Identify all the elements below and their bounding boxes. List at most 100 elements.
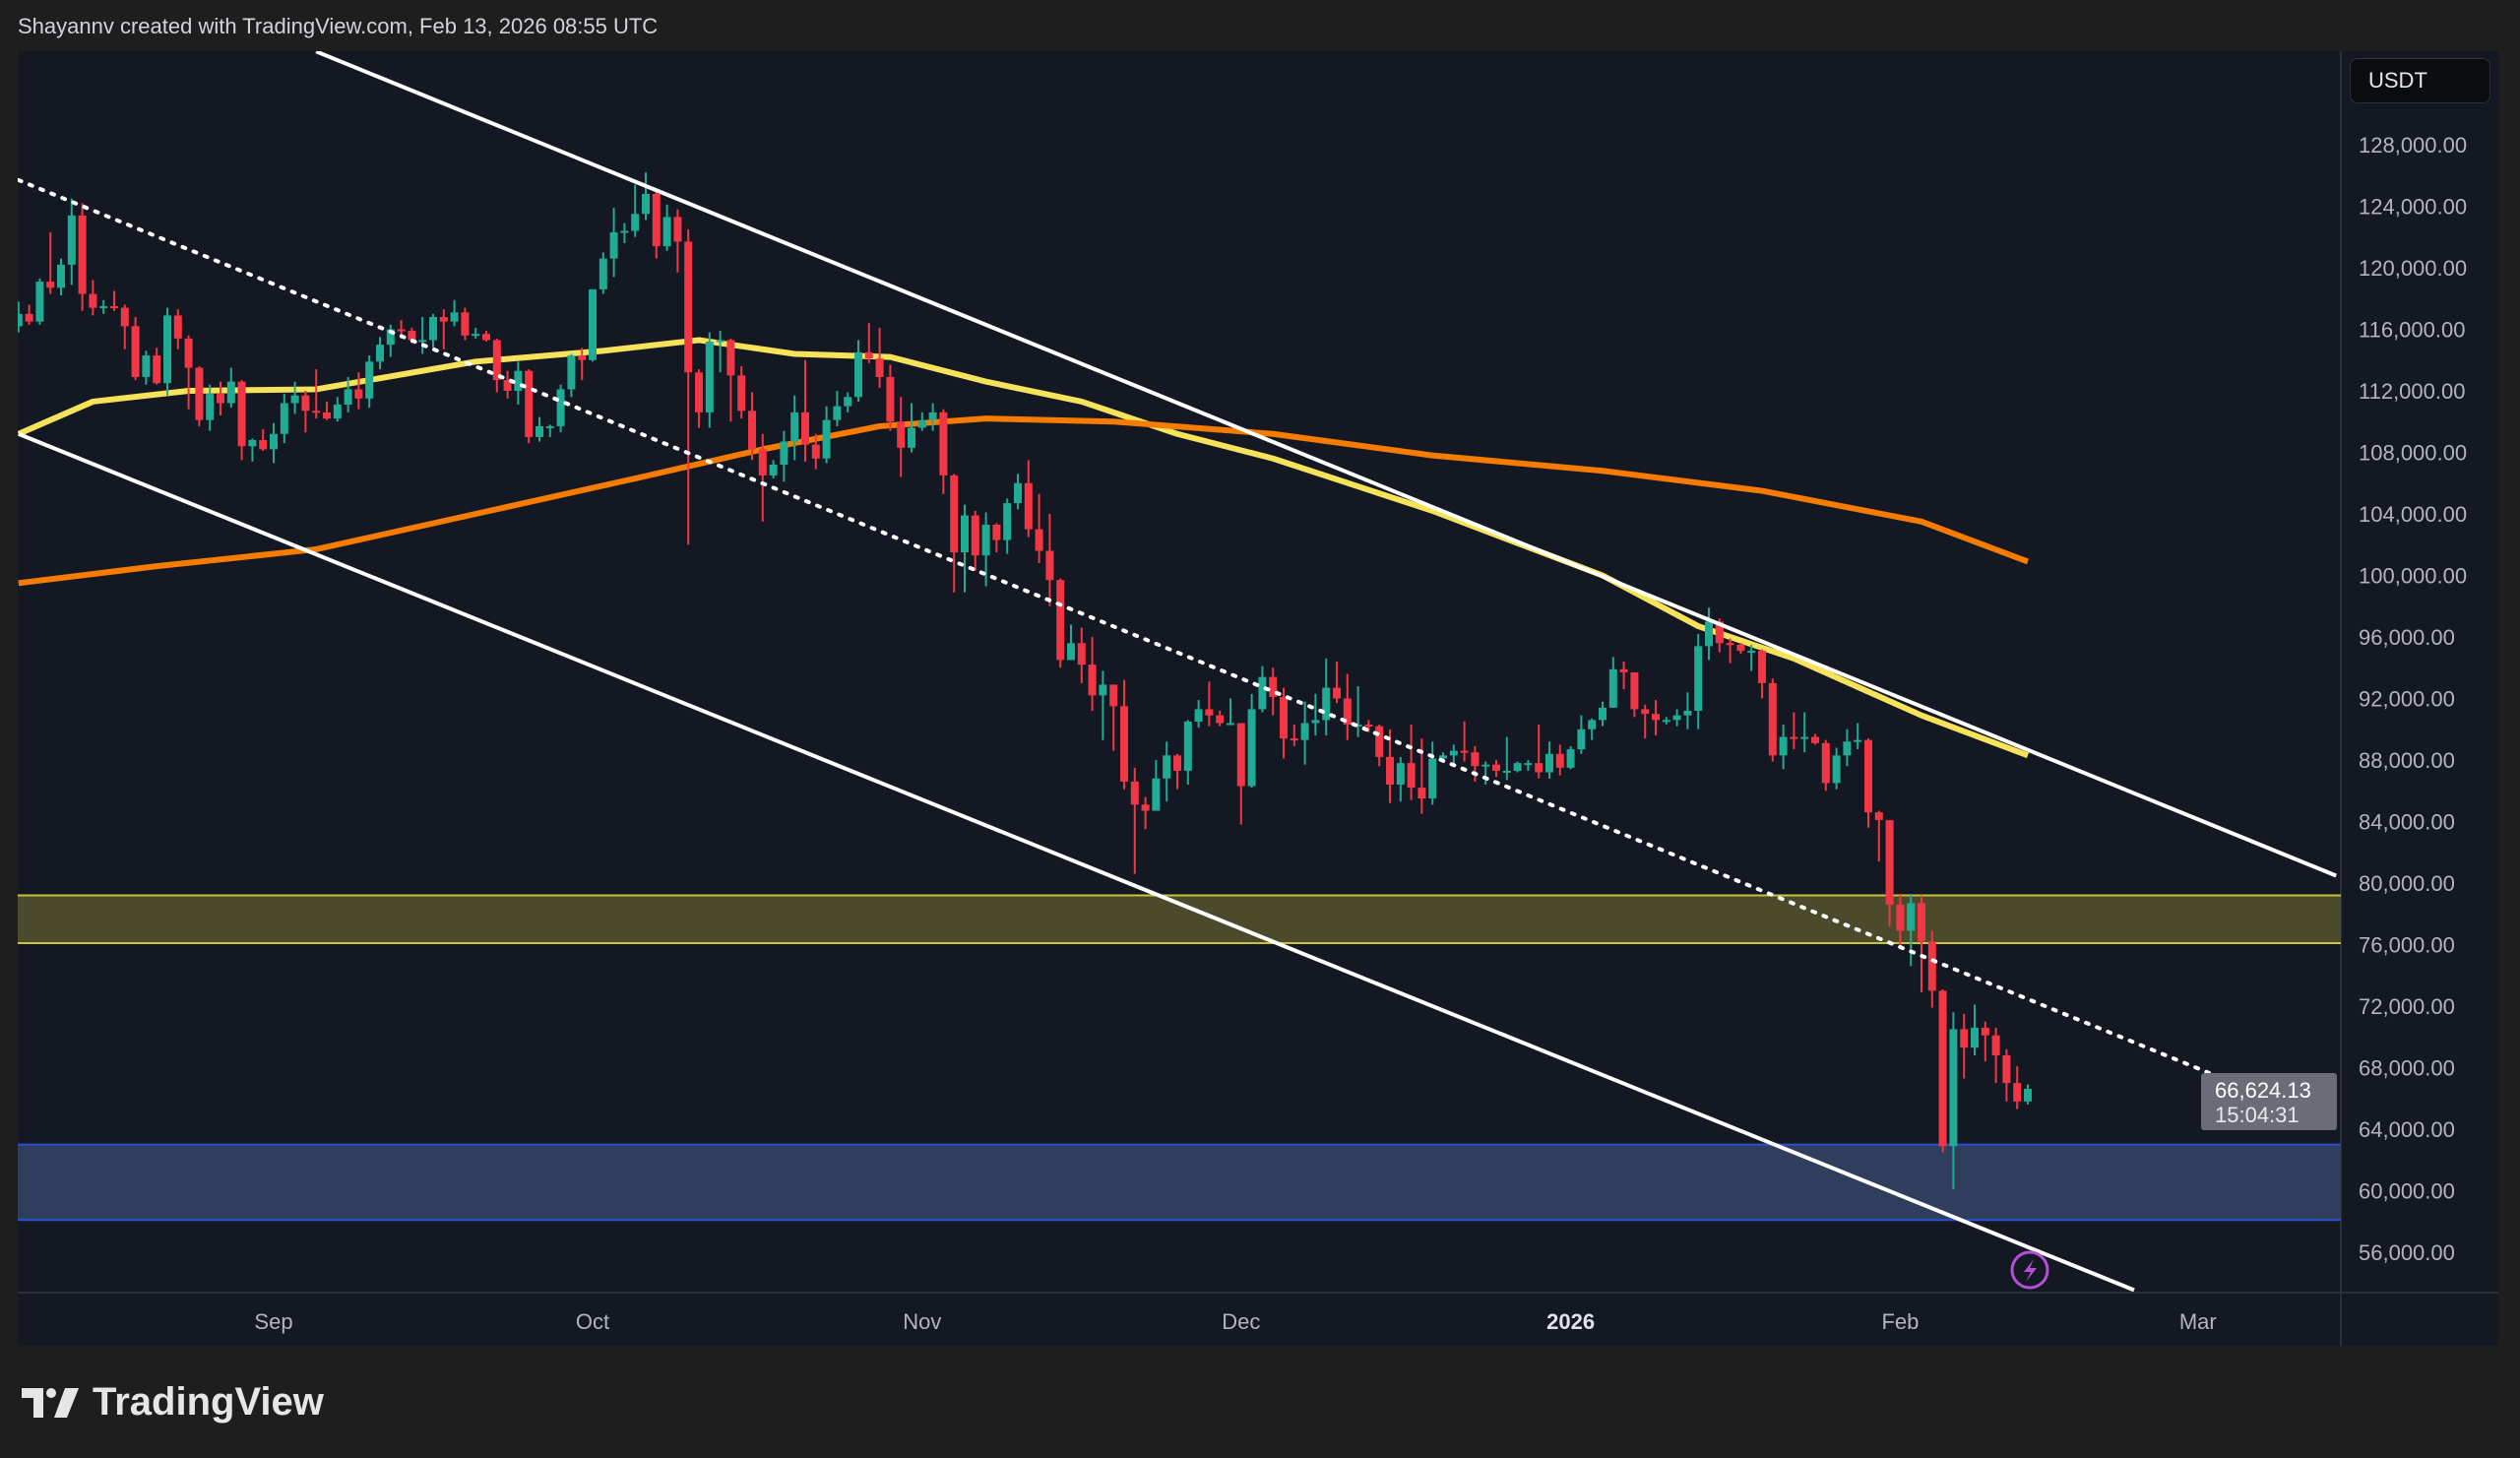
- candle[interactable]: [1545, 741, 1553, 779]
- candle[interactable]: [1821, 739, 1830, 792]
- candle[interactable]: [1652, 700, 1660, 735]
- candle[interactable]: [1599, 701, 1606, 727]
- candle[interactable]: [1460, 721, 1469, 762]
- candle[interactable]: [2002, 1048, 2011, 1102]
- candle[interactable]: [344, 376, 352, 412]
- candle[interactable]: [971, 510, 979, 571]
- candle[interactable]: [662, 204, 671, 251]
- candle[interactable]: [280, 394, 288, 444]
- candle[interactable]: [376, 337, 384, 370]
- candle[interactable]: [1555, 744, 1564, 776]
- candle[interactable]: [354, 372, 363, 410]
- candle[interactable]: [567, 353, 576, 398]
- candle[interactable]: [418, 317, 427, 354]
- candle[interactable]: [1981, 1021, 1989, 1062]
- candle[interactable]: [2013, 1065, 2022, 1109]
- candle[interactable]: [811, 433, 820, 470]
- candle[interactable]: [897, 397, 906, 477]
- candle[interactable]: [173, 309, 182, 349]
- candle[interactable]: [1343, 673, 1352, 740]
- candle[interactable]: [450, 299, 459, 327]
- candle[interactable]: [748, 392, 756, 461]
- candle[interactable]: [1364, 720, 1373, 732]
- currency-button[interactable]: USDT: [2350, 58, 2490, 103]
- candle[interactable]: [1927, 930, 1936, 1008]
- candle[interactable]: [790, 395, 799, 461]
- candle[interactable]: [290, 381, 299, 414]
- candle[interactable]: [1843, 729, 1852, 767]
- candle[interactable]: [270, 422, 278, 464]
- candle[interactable]: [822, 406, 831, 464]
- candle[interactable]: [1758, 649, 1766, 699]
- candle[interactable]: [365, 355, 374, 409]
- candle[interactable]: [908, 403, 915, 453]
- candle[interactable]: [1141, 796, 1150, 830]
- candle[interactable]: [259, 429, 268, 451]
- candle[interactable]: [1524, 760, 1533, 771]
- trendline-channel-lower[interactable]: [18, 431, 2135, 1293]
- candle[interactable]: [684, 228, 693, 545]
- candle[interactable]: [1003, 498, 1012, 554]
- candle[interactable]: [886, 364, 895, 431]
- candle[interactable]: [833, 391, 842, 426]
- candle[interactable]: [1960, 1013, 1969, 1079]
- candle[interactable]: [1449, 744, 1458, 767]
- candle[interactable]: [1300, 701, 1309, 765]
- candle[interactable]: [1779, 725, 1788, 770]
- candle[interactable]: [206, 384, 215, 431]
- candle[interactable]: [142, 350, 151, 385]
- candle[interactable]: [1811, 733, 1819, 745]
- candle[interactable]: [1024, 460, 1033, 538]
- candle[interactable]: [737, 366, 746, 419]
- candle[interactable]: [195, 366, 204, 426]
- candle[interactable]: [961, 504, 969, 593]
- candle[interactable]: [598, 252, 607, 294]
- candle[interactable]: [386, 324, 395, 357]
- candle[interactable]: [461, 307, 470, 341]
- candle[interactable]: [1428, 741, 1437, 805]
- candle[interactable]: [1800, 712, 1809, 753]
- support-zone[interactable]: [18, 1144, 2341, 1221]
- candle[interactable]: [1396, 756, 1405, 802]
- candle[interactable]: [652, 190, 661, 259]
- candle[interactable]: [1683, 692, 1692, 729]
- candle[interactable]: [1269, 667, 1278, 716]
- candle[interactable]: [1163, 741, 1171, 802]
- candle[interactable]: [492, 338, 501, 393]
- lightning-icon[interactable]: [2010, 1250, 2049, 1290]
- candle[interactable]: [1067, 624, 1075, 661]
- candle[interactable]: [514, 361, 523, 406]
- candle[interactable]: [536, 416, 543, 442]
- candle[interactable]: [1183, 720, 1192, 785]
- candle[interactable]: [2024, 1084, 2032, 1105]
- candle[interactable]: [482, 331, 490, 342]
- candle[interactable]: [1705, 607, 1713, 661]
- candle[interactable]: [1672, 709, 1681, 727]
- tradingview-logo[interactable]: TradingView: [22, 1380, 324, 1425]
- candle[interactable]: [1492, 760, 1500, 778]
- candle[interactable]: [1247, 693, 1256, 789]
- candle[interactable]: [184, 335, 193, 410]
- candle[interactable]: [35, 278, 44, 325]
- candle[interactable]: [1577, 715, 1586, 754]
- candle[interactable]: [312, 369, 321, 419]
- candle[interactable]: [1471, 745, 1480, 782]
- candle[interactable]: [1152, 760, 1161, 811]
- candle[interactable]: [1971, 1004, 1979, 1055]
- candle[interactable]: [1832, 747, 1841, 790]
- moving-average-line-2[interactable]: [18, 415, 2030, 587]
- candle[interactable]: [163, 307, 171, 396]
- candle[interactable]: [46, 232, 55, 294]
- trendline-channel-mid[interactable]: [18, 177, 2339, 1127]
- candle[interactable]: [1535, 725, 1544, 779]
- candle[interactable]: [1173, 753, 1181, 790]
- candle[interactable]: [1566, 745, 1575, 770]
- candle[interactable]: [864, 323, 873, 363]
- candle[interactable]: [1407, 725, 1416, 800]
- candle[interactable]: [25, 304, 33, 325]
- candle[interactable]: [1854, 723, 1862, 750]
- candle[interactable]: [620, 222, 629, 243]
- candle[interactable]: [1747, 644, 1756, 671]
- candle[interactable]: [1790, 712, 1798, 750]
- candle[interactable]: [15, 301, 23, 333]
